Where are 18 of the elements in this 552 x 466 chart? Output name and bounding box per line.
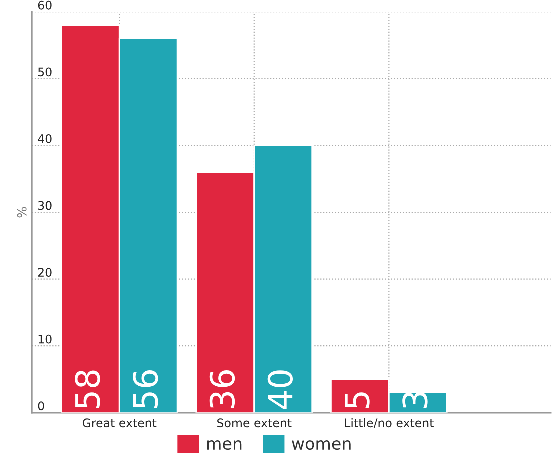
data-label: 40 <box>268 370 294 410</box>
x-tick-label: Great extent <box>82 418 157 428</box>
y-tick-label: 10 <box>38 334 52 344</box>
legend-label: women <box>292 440 351 450</box>
x-tick-label: Some extent <box>218 418 292 428</box>
data-label: 58 <box>75 370 100 408</box>
y-tick-label: 40 <box>38 134 52 144</box>
data-label: 36 <box>210 370 236 408</box>
y-tick-label: 60 <box>38 0 52 10</box>
y-tick-label: 20 <box>38 268 52 277</box>
x-tick-label: Little/no extent <box>345 418 434 428</box>
y-tick-label: 0 <box>38 402 44 411</box>
y-tick-label: 50 <box>38 68 52 77</box>
y-axis-title: % <box>17 207 27 218</box>
data-label: 5 <box>345 392 370 408</box>
y-tick-label: 30 <box>38 201 52 210</box>
legend-label: men <box>208 440 242 450</box>
data-label: 56 <box>133 370 158 408</box>
